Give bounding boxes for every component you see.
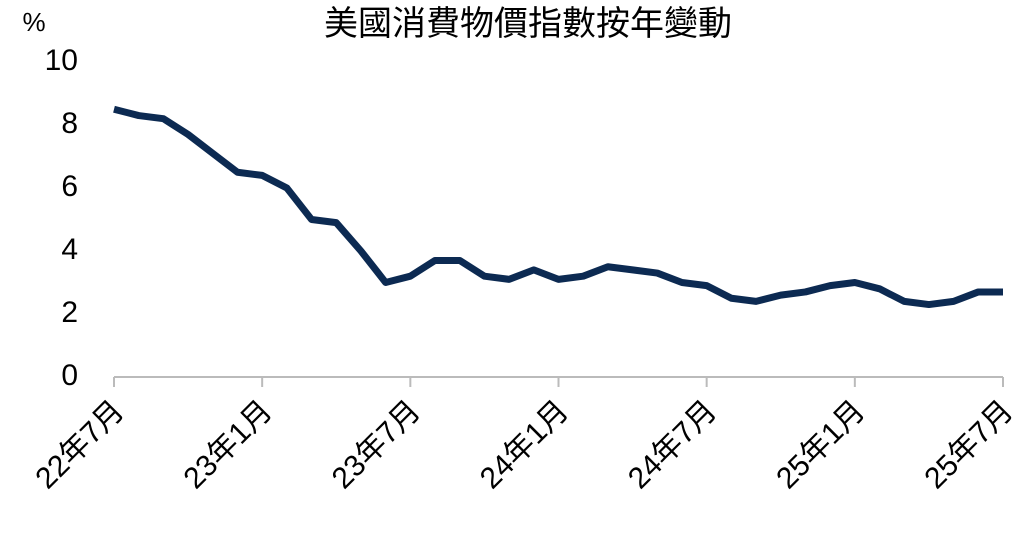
x-tick-label: 22年7月 xyxy=(29,394,130,495)
y-tick-label: 8 xyxy=(61,107,78,140)
x-tick-label: 24年7月 xyxy=(622,394,723,495)
y-tick-label: 6 xyxy=(61,170,78,203)
y-tick-label: 0 xyxy=(61,359,78,392)
x-tick-label: 23年7月 xyxy=(326,394,427,495)
y-tick-label: 10 xyxy=(45,44,78,77)
y-tick-label: 2 xyxy=(61,296,78,329)
x-tick-label: 23年1月 xyxy=(178,394,279,495)
x-tick-label: 25年7月 xyxy=(918,394,1019,495)
x-tick-label: 24年1月 xyxy=(474,394,575,495)
data-line xyxy=(113,105,1003,309)
chart-title: 美國消費物價指數按年變動 xyxy=(324,5,732,43)
y-axis-unit: % xyxy=(22,7,45,37)
y-tick-label: 4 xyxy=(61,233,78,266)
x-tick-label: 25年1月 xyxy=(770,394,871,495)
